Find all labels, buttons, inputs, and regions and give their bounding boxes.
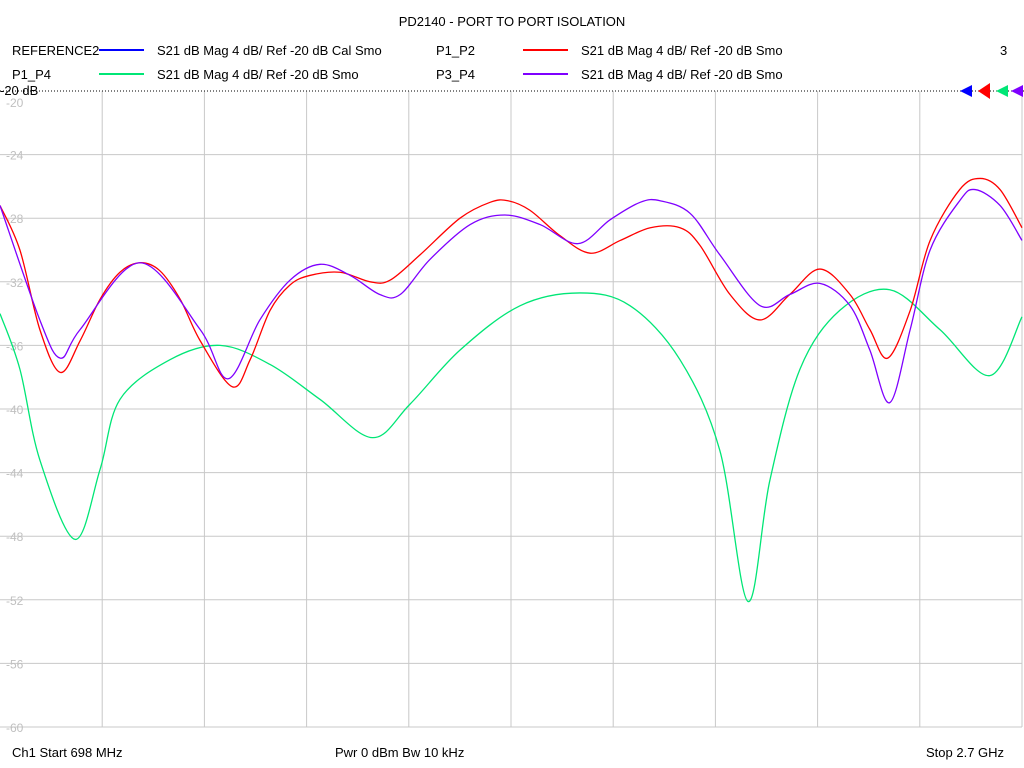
y-tick-label: -40 <box>6 403 24 417</box>
ref-marker-p1p2 <box>978 83 990 99</box>
y-tick-label: -56 <box>6 657 24 671</box>
y-tick-label: -28 <box>6 212 24 226</box>
legend-name-p1p2: P1_P2 <box>436 43 476 58</box>
y-tick-label: -44 <box>6 467 24 481</box>
y-tick-label: -52 <box>6 594 24 608</box>
legend-desc-p3p4: S21 dB Mag 4 dB/ Ref -20 dB Smo <box>581 67 783 82</box>
footer-power-bw: Pwr 0 dBm Bw 10 kHz <box>335 745 465 760</box>
legend-name-p3p4: P3_P4 <box>436 67 476 82</box>
footer-start: Ch1 Start 698 MHz <box>12 745 123 760</box>
y-tick-label: -60 <box>6 721 24 735</box>
reference-level-label: -20 dB <box>0 83 39 98</box>
chart-title: PD2140 - PORT TO PORT ISOLATION <box>398 14 626 29</box>
legend-name-reference2: REFERENCE2 <box>12 43 100 58</box>
ref-marker-reference2 <box>960 85 972 97</box>
y-tick-label: -36 <box>6 339 24 353</box>
y-tick-label: -32 <box>6 276 24 290</box>
y-tick-label: -24 <box>6 149 24 163</box>
ref-marker-p1p4 <box>996 85 1008 97</box>
trace-p3p4 <box>0 188 1023 404</box>
legend-name-p1p4: P1_P4 <box>12 67 52 82</box>
legend-desc-p1p4: S21 dB Mag 4 dB/ Ref -20 dB Smo <box>157 67 359 82</box>
trace-p1p4 <box>0 288 1023 603</box>
legend-swatch-p3p4 <box>523 73 568 75</box>
ref-marker-p3p4 <box>1011 85 1023 97</box>
legend-desc-reference2: S21 dB Mag 4 dB/ Ref -20 dB Cal Smo <box>157 43 382 58</box>
y-tick-label: -48 <box>6 530 24 544</box>
footer-stop: Stop 2.7 GHz <box>926 745 1005 760</box>
legend-swatch-reference2 <box>99 49 144 51</box>
y-tick-label: -20 <box>6 96 24 110</box>
channel-number: 3 <box>1000 43 1008 58</box>
legend-swatch-p1p2 <box>523 49 568 51</box>
legend-desc-p1p2: S21 dB Mag 4 dB/ Ref -20 dB Smo <box>581 43 783 58</box>
legend-swatch-p1p4 <box>99 73 144 75</box>
